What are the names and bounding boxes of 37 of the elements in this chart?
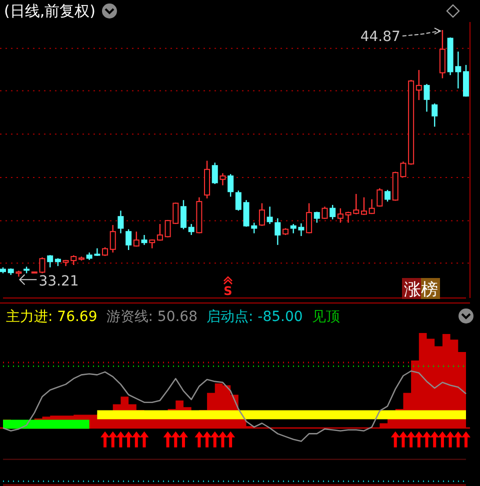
annotation: S [224,284,232,298]
candlestick [368,198,375,215]
candlestick [432,102,438,128]
candlestick [314,211,320,224]
text: 启动点: -85.00 [206,309,303,325]
candlestick [220,172,226,186]
candlestick [330,204,336,220]
candlestick [212,162,218,185]
candlestick [228,173,234,198]
candlestick [337,208,344,224]
candlestick [118,210,124,234]
candlestick [416,69,422,101]
candlestick [439,29,446,79]
candlestick [376,188,383,208]
candlestick [180,199,186,230]
annotation: 44.87 [360,29,400,46]
candlestick [47,254,54,268]
text: 主力进: 76.69 [6,309,98,325]
candlestick [141,234,148,246]
candlestick [274,218,281,246]
candlestick [266,206,273,225]
candlestick [133,230,140,248]
candlestick [322,206,328,220]
candlestick [235,190,242,212]
candlestick [126,228,132,251]
candlestick [156,223,163,242]
annotation: 33.21 [38,274,79,290]
text: 游资线: 50.68 [106,309,198,325]
candlestick [258,202,265,226]
candlestick [384,189,391,202]
candlestick [110,224,116,254]
candlestick [424,83,430,112]
candlestick [188,223,194,236]
chart-title: (日线,前复权) [4,2,96,20]
candlestick [360,196,367,216]
text: 见顶 [312,309,340,325]
candlestick [306,202,312,234]
